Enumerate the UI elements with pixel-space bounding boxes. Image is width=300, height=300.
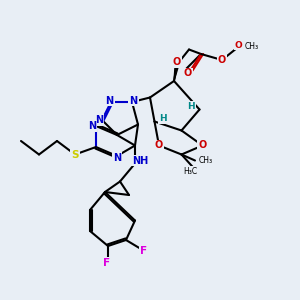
Text: O: O (218, 55, 226, 65)
Text: N: N (113, 153, 121, 164)
Text: H: H (159, 114, 167, 123)
Text: N: N (129, 95, 138, 106)
Text: O: O (198, 140, 207, 151)
Text: O: O (183, 68, 192, 79)
Text: CH₃: CH₃ (198, 156, 213, 165)
Text: N: N (88, 121, 97, 131)
Text: N: N (105, 95, 114, 106)
Text: S: S (71, 149, 79, 160)
Text: O: O (235, 40, 242, 50)
Polygon shape (174, 64, 179, 81)
Text: F: F (103, 258, 110, 268)
Text: NH: NH (132, 155, 148, 166)
Text: N: N (95, 115, 103, 125)
Text: O: O (173, 57, 181, 67)
Text: H: H (187, 102, 195, 111)
Text: F: F (140, 246, 148, 256)
Text: H₃C: H₃C (183, 167, 198, 176)
Text: O: O (155, 140, 163, 151)
Text: CH₃: CH₃ (244, 42, 259, 51)
